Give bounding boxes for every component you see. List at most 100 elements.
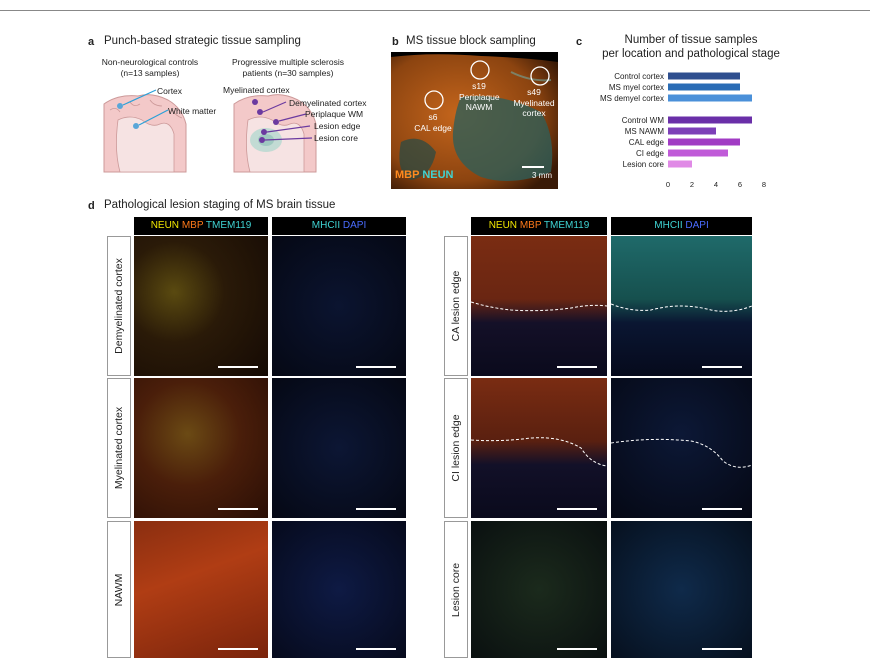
label-demyelinated-cortex: Demyelinated cortex	[289, 98, 367, 108]
panel-b-title: MS tissue block sampling	[406, 35, 536, 47]
panel-d-letter: d	[88, 200, 95, 212]
category-label: MS myel cortex	[609, 83, 664, 92]
hdr-mbp: MBP	[181, 220, 204, 231]
x-tick-label: 8	[762, 180, 766, 189]
row-label-text: CI lesion edge	[450, 414, 462, 482]
row-label-lesion-core: Lesion core	[444, 521, 468, 658]
sample-s49-id: s49	[527, 87, 541, 97]
category-label: CAL edge	[629, 138, 665, 147]
scale-bar	[702, 508, 742, 510]
lesion-boundary-line	[611, 303, 752, 312]
panel-c-letter: c	[576, 36, 583, 48]
ms-brain-illustration	[233, 94, 317, 173]
sample-count-bar-chart: Control cortex MS myel cortex MS demyel co…	[600, 72, 766, 189]
sample-s19-id: s19	[472, 81, 486, 91]
micrograph-nawm-mhcii	[272, 521, 406, 658]
panel-c-title-line2: per location and pathological stage	[602, 47, 780, 60]
hdr-tmem-r: TMEM119	[543, 220, 590, 231]
brain-schematics	[103, 89, 317, 173]
bar-cal-edge	[668, 138, 740, 146]
label-lesion-core: Lesion core	[314, 133, 358, 143]
top-rule	[0, 10, 870, 11]
row-label-text: Demyelinated cortex	[113, 258, 125, 354]
scale-bar	[218, 648, 258, 650]
label-cortex: Cortex	[157, 86, 183, 96]
category-label: CI edge	[636, 149, 665, 158]
label-white-matter: White matter	[168, 106, 217, 116]
category-label: Control WM	[622, 116, 665, 125]
hdr-mhcii: MHCII	[311, 220, 341, 231]
scale-bar	[557, 508, 597, 510]
hdr-dapi-r: DAPI	[685, 220, 709, 231]
scale-bar	[356, 366, 396, 368]
micrograph-demyel-cortex-mhcii	[272, 236, 406, 376]
micrograph-ca-edge-neun	[471, 236, 607, 376]
bar-ci-edge	[668, 149, 728, 157]
bar-control-cortex	[668, 72, 740, 80]
ms-heading-line1: Progressive multiple sclerosis	[232, 57, 344, 67]
controls-heading-line2: (n=13 samples)	[120, 67, 180, 78]
panel-c-title: Number of tissue samples per location an…	[596, 34, 786, 62]
bar-ms-nawm	[668, 127, 716, 135]
ms-heading: Progressive multiple sclerosis patients …	[218, 57, 358, 78]
row-label-text: Lesion core	[450, 562, 462, 617]
micrograph-demyel-cortex-neun	[134, 236, 268, 376]
micrograph-ci-edge-neun	[471, 378, 607, 518]
stain-neun: NEUN	[422, 169, 454, 181]
hdr-neun: NEUN	[150, 220, 180, 231]
scale-bar	[356, 508, 396, 510]
hdr-dapi: DAPI	[342, 220, 367, 231]
header-left-mhcii-dapi: MHCII DAPI	[272, 217, 406, 235]
micrograph-ca-edge-mhcii	[611, 236, 752, 376]
row-label-ca-lesion-edge: CA lesion edge	[444, 236, 468, 376]
x-tick-label: 4	[714, 180, 718, 189]
sample-s49: s49 Myelinated cortex	[509, 87, 558, 119]
row-label-myelinated-cortex: Myelinated cortex	[107, 378, 131, 518]
scale-bar	[218, 508, 258, 510]
category-label: Control cortex	[614, 72, 664, 81]
scale-bar	[702, 648, 742, 650]
row-label-text: NAWM	[113, 573, 125, 606]
scale-bar	[557, 648, 597, 650]
sample-s6-id: s6	[428, 112, 438, 122]
scalebar-label: 3 mm	[532, 171, 552, 180]
row-label-nawm: NAWM	[107, 521, 131, 658]
category-label: MS NAWM	[625, 127, 665, 136]
controls-heading: Non-neurological controls (n=13 samples)	[95, 57, 205, 78]
hdr-mbp-r: MBP	[519, 220, 542, 231]
micrograph-ci-edge-mhcii	[611, 378, 752, 518]
tissue-block-drawing	[391, 54, 558, 189]
micrograph-nawm-neun	[134, 521, 268, 658]
scale-bar	[356, 648, 396, 650]
sample-s19-label: Periplaque NAWM	[459, 91, 500, 113]
label-periplaque-wm: Periplaque WM	[305, 109, 364, 119]
stain-mbp: MBP	[395, 169, 420, 181]
micrograph-myel-cortex-mhcii	[272, 378, 406, 518]
x-tick-label: 2	[690, 180, 694, 189]
row-label-text: Myelinated cortex	[113, 406, 125, 490]
row-label-text: CA lesion edge	[450, 270, 462, 342]
hdr-tmem: TMEM119	[205, 220, 252, 231]
control-brain-illustration	[103, 89, 187, 173]
lesion-boundary-line	[611, 438, 752, 468]
tissue-block-image: s6 CAL edge s19 Periplaque NAWM s49 Myel…	[391, 52, 558, 189]
x-tick-label: 6	[738, 180, 742, 189]
x-tick-label: 0	[666, 180, 670, 189]
hdr-mhcii-r: MHCII	[654, 220, 683, 231]
label-lesion-edge: Lesion edge	[314, 121, 361, 131]
panel-b-letter: b	[392, 36, 399, 48]
panel-d-title: Pathological lesion staging of MS brain …	[104, 199, 336, 211]
panel-c-title-line1: Number of tissue samples	[624, 34, 758, 46]
scale-bar	[218, 366, 258, 368]
scale-bar	[557, 366, 597, 368]
header-right-mhcii-dapi: MHCII DAPI	[611, 217, 752, 235]
header-right-neun-mbp-tmem: NEUN MBP TMEM119	[471, 217, 607, 235]
lesion-boundary-line	[471, 301, 607, 312]
sample-s19: s19 Periplaque NAWM	[449, 81, 509, 113]
sample-s6: s6 CAL edge	[413, 112, 453, 133]
ms-heading-line2: patients (n=30 samples)	[242, 67, 334, 78]
header-left-neun-mbp-tmem: NEUN MBP TMEM119	[134, 217, 268, 235]
micrograph-lesion-core-mhcii	[611, 521, 752, 658]
stain-legend: MBP NEUN	[395, 169, 453, 181]
category-label: Lesion core	[623, 160, 665, 169]
